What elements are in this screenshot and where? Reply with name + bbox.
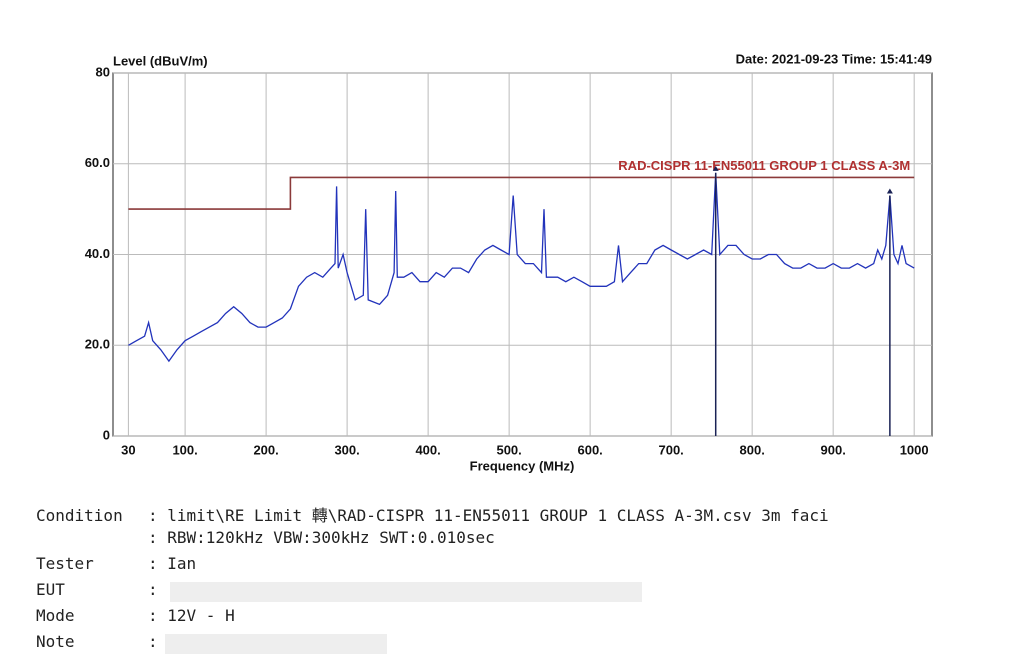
report-row: Note: [36,632,158,651]
series-line [128,172,915,363]
report-label: Note [36,632,75,651]
report-value: : 12V - H [148,606,235,625]
report-value: : [148,580,158,599]
report-row: Mode : 12V - H [36,606,235,625]
x-tick-label: 400. [415,442,440,457]
marker-arrow [886,188,893,194]
y-tick-label: 80 [96,64,110,79]
y-tick-label: 60.0 [85,155,110,170]
report-value: : Ian [148,554,197,573]
x-tick-label: 500. [496,442,521,457]
y-tick-label: 20.0 [85,337,110,352]
x-tick-label: 1000 [900,442,929,457]
date-time: Date: 2021-09-23 Time: 15:41:49 [736,51,932,66]
report-label: Condition [36,506,123,525]
report-label: Tester [36,554,94,573]
x-tick-label: 300. [334,442,359,457]
y-tick-label: 40.0 [85,246,110,261]
report-row: Condition : limit\RE Limit 轉\RAD-CISPR 11… [36,502,829,526]
y-tick-label: 0 [103,427,110,442]
report-row: : RBW:120kHz VBW:300kHz SWT:0.010sec [36,528,495,547]
x-tick-label: 800. [740,442,765,457]
limit-label: RAD-CISPR 11-EN55011 GROUP 1 CLASS A-3M [618,158,910,173]
y-axis-label: Level (dBuV/m) [113,53,208,68]
x-tick-label: 600. [577,442,602,457]
report-row: Tester : Ian [36,554,196,573]
x-tick-label: 700. [658,442,683,457]
marker-arrow [712,165,719,171]
redacted [165,634,387,654]
series-line [128,176,915,210]
report-value: : [148,632,158,651]
x-tick-label: 100. [172,442,197,457]
x-tick-label: 200. [253,442,278,457]
report-value: : limit\RE Limit 轉\RAD-CISPR 11-EN55011 … [148,506,829,525]
report-label: EUT [36,580,65,599]
report-label: Mode [36,606,75,625]
report-value: : RBW:120kHz VBW:300kHz SWT:0.010sec [148,528,495,547]
x-axis-label: Frequency (MHz) [470,458,575,473]
x-tick-label: 30 [121,442,135,457]
x-tick-label: 900. [821,442,846,457]
chart: Level (dBuV/m) Date: 2021-09-23 Time: 15… [85,51,933,473]
report-row: EUT: [36,580,158,599]
redacted [170,582,642,602]
